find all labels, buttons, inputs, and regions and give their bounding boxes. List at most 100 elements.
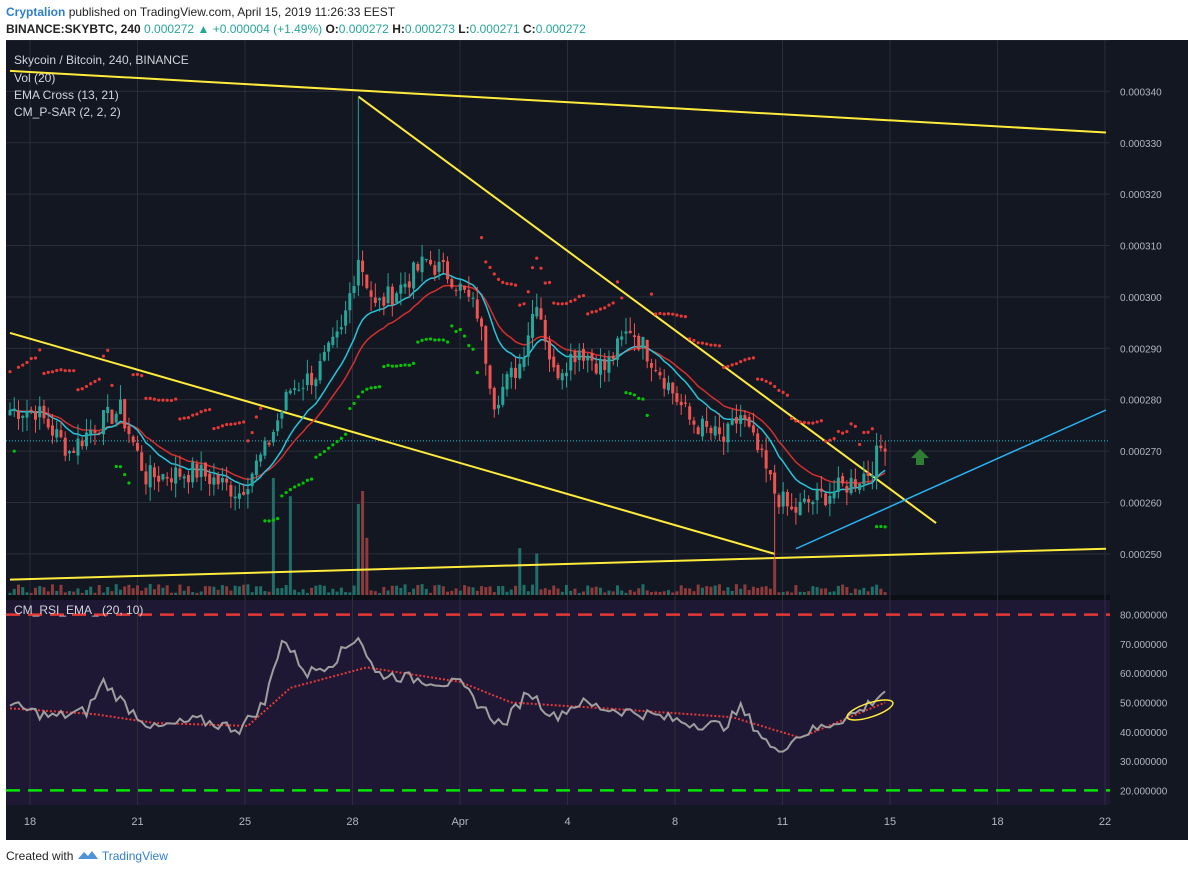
price-tick-label: 0.000320 [1120, 190, 1162, 201]
candle-body [233, 496, 237, 499]
candle-body [161, 474, 165, 480]
volume-bar [611, 591, 615, 595]
candle-body [450, 279, 454, 288]
volume-bar [615, 585, 619, 595]
volume-bar [310, 587, 314, 595]
legend-parabolic-sar[interactable]: CM_P-SAR (2, 2, 2) [14, 105, 121, 119]
sar-dot [586, 312, 590, 316]
sar-dot [692, 338, 696, 343]
volume-bar [131, 588, 135, 595]
sar-dot [573, 298, 577, 302]
candle-body [80, 440, 84, 447]
volume-bar [841, 584, 845, 595]
candle-body [734, 417, 738, 424]
candle-body [148, 465, 152, 488]
volume-bar [106, 586, 110, 595]
sar-dot [845, 429, 849, 434]
candle-body [505, 374, 509, 390]
sar-dot [530, 266, 535, 270]
candle-body [399, 284, 403, 294]
tradingview-link[interactable]: TradingView [101, 849, 168, 863]
candle-body [182, 476, 186, 479]
sar-dot [8, 370, 12, 374]
candle-body [305, 373, 309, 385]
candle-body [259, 454, 263, 462]
volume-bar [246, 584, 250, 595]
candle-body [361, 260, 365, 272]
candle-body [858, 483, 862, 491]
legend-rsi[interactable]: CM_RSI_EMA_ (20, 10) [14, 603, 143, 617]
sar-dot [569, 299, 573, 303]
price-tick-label: 0.000340 [1120, 87, 1162, 98]
candle-body [314, 379, 318, 387]
candle-body [739, 415, 743, 424]
volume-bar [671, 592, 675, 595]
candle-body [348, 293, 352, 311]
publish-info: Cryptalion published on TradingView.com,… [6, 5, 395, 19]
volume-bar [208, 586, 212, 595]
author-name[interactable]: Cryptalion [6, 5, 66, 19]
price-tick-label: 0.000300 [1120, 293, 1162, 304]
high-value: 0.000273 [404, 22, 455, 36]
volume-bar [569, 590, 573, 595]
sar-dot [518, 303, 522, 307]
sar-dot [38, 348, 42, 352]
candle-body [675, 393, 679, 402]
volume-bar [293, 589, 297, 595]
volume-bar [467, 586, 471, 595]
candle-body [407, 281, 411, 288]
sar-dot [212, 426, 216, 431]
candle-body [280, 411, 284, 419]
sar-dot [263, 519, 267, 523]
sar-dot [730, 363, 734, 367]
candle-body [446, 261, 450, 280]
volume-bar [751, 586, 755, 595]
sar-dot [552, 301, 556, 305]
price-chart-canvas[interactable]: 0.000250 0.000260 0.000270 0.000280 0.000290… [0, 40, 1188, 840]
sar-dot [21, 363, 25, 367]
sar-dot [679, 314, 683, 318]
volume-bar [696, 584, 700, 595]
symbol-label: BINANCE:SKYBTC, 240 [6, 22, 141, 36]
legend-volume[interactable]: Vol (20) [14, 71, 55, 85]
sar-dot [267, 519, 271, 523]
close-label: C: [523, 22, 536, 36]
rsi-tick-label: 70.000000 [1120, 640, 1168, 651]
candle-body [518, 363, 522, 379]
volume-bar [531, 584, 535, 595]
volume-bar [331, 588, 335, 595]
volume-bar [832, 591, 836, 595]
candle-body [819, 488, 823, 492]
price-tick-label: 0.000330 [1120, 139, 1162, 150]
candle-body [21, 415, 25, 418]
candle-body [620, 336, 624, 340]
candle-body [386, 286, 390, 304]
candle-body [866, 472, 870, 476]
volume-bar [739, 588, 743, 595]
volume-bar [760, 586, 764, 595]
sar-dot [411, 361, 416, 365]
candle-body [649, 362, 653, 368]
candle-body [250, 473, 254, 487]
sar-dot [407, 363, 411, 367]
sar-dot [802, 420, 806, 425]
candle-body [131, 436, 135, 443]
candle-body [225, 478, 229, 483]
sar-dot [233, 422, 237, 426]
sar-dot [403, 363, 407, 367]
candle-body [743, 415, 747, 420]
volume-bar [186, 586, 190, 595]
volume-bar [722, 590, 726, 595]
candle-body [373, 297, 377, 303]
volume-bar [824, 588, 828, 595]
sar-dot [59, 368, 63, 372]
volume-bar [199, 591, 203, 595]
volume-bar [586, 585, 590, 595]
sar-dot [420, 338, 424, 342]
volume-bar [429, 592, 433, 595]
price-tick-label: 0.000290 [1120, 344, 1162, 355]
candle-body [488, 365, 492, 389]
legend-ema-cross[interactable]: EMA Cross (13, 21) [14, 88, 119, 102]
candle-body [331, 336, 335, 345]
price-axis-background [1110, 40, 1188, 840]
